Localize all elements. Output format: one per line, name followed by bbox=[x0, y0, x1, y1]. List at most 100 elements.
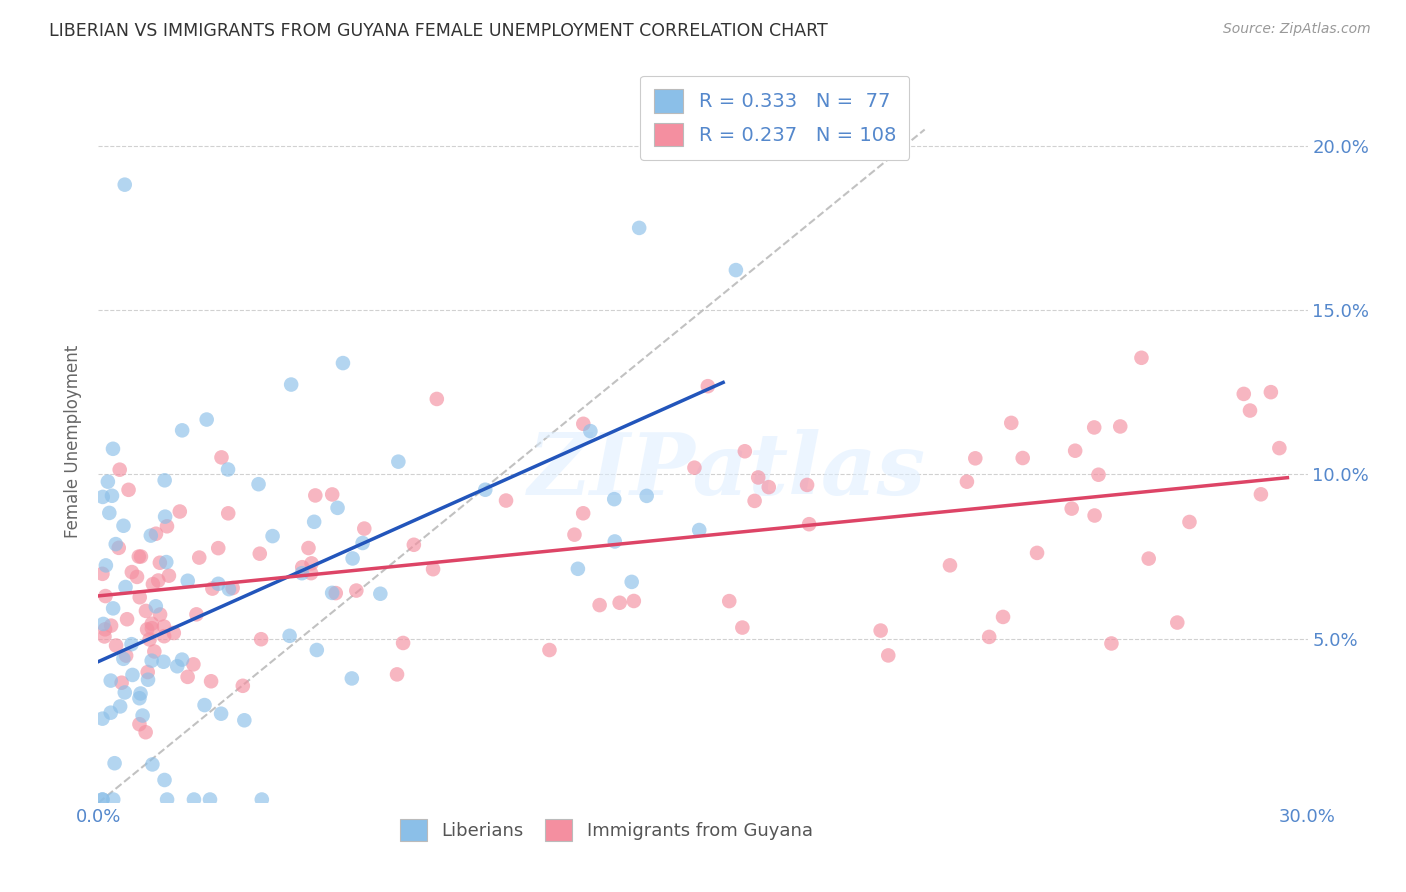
Point bbox=[138, 632, 160, 647]
Point bbox=[94, 623, 117, 637]
Point bbox=[278, 629, 301, 643]
Point bbox=[91, 566, 114, 581]
Point bbox=[869, 624, 891, 638]
Point bbox=[718, 594, 741, 608]
Point bbox=[636, 489, 658, 503]
Point bbox=[620, 574, 643, 589]
Point bbox=[200, 674, 222, 689]
Point bbox=[297, 541, 319, 555]
Point bbox=[141, 757, 163, 772]
Point bbox=[495, 493, 517, 508]
Point bbox=[107, 541, 129, 555]
Point bbox=[991, 610, 1014, 624]
Point bbox=[628, 220, 651, 235]
Point bbox=[340, 672, 363, 686]
Point bbox=[1178, 515, 1201, 529]
Point bbox=[94, 558, 117, 573]
Point bbox=[426, 392, 449, 406]
Point bbox=[572, 417, 595, 431]
Point bbox=[155, 555, 177, 569]
Point bbox=[209, 706, 232, 721]
Point bbox=[250, 632, 273, 647]
Point bbox=[141, 621, 163, 635]
Point bbox=[301, 557, 323, 571]
Point bbox=[280, 377, 302, 392]
Point bbox=[387, 455, 409, 469]
Point bbox=[153, 473, 176, 487]
Point bbox=[188, 550, 211, 565]
Point bbox=[121, 565, 143, 579]
Point bbox=[145, 526, 167, 541]
Point bbox=[143, 644, 166, 658]
Point bbox=[183, 657, 205, 672]
Point bbox=[201, 582, 224, 596]
Point bbox=[195, 412, 218, 426]
Point bbox=[588, 598, 610, 612]
Point bbox=[153, 509, 176, 524]
Point bbox=[1268, 441, 1291, 455]
Point bbox=[94, 589, 117, 603]
Point bbox=[128, 691, 150, 706]
Point bbox=[221, 581, 243, 595]
Point bbox=[141, 654, 163, 668]
Point bbox=[100, 618, 122, 632]
Point bbox=[1250, 487, 1272, 501]
Point bbox=[217, 462, 239, 476]
Point bbox=[747, 470, 769, 484]
Point bbox=[422, 562, 444, 576]
Point bbox=[103, 792, 125, 806]
Point bbox=[128, 717, 150, 731]
Point bbox=[91, 792, 114, 806]
Point bbox=[149, 607, 172, 622]
Point bbox=[91, 792, 114, 806]
Point bbox=[1260, 385, 1282, 400]
Point bbox=[325, 586, 347, 600]
Point bbox=[129, 549, 152, 564]
Point bbox=[1239, 403, 1261, 417]
Point bbox=[352, 536, 374, 550]
Point bbox=[1011, 450, 1033, 465]
Point bbox=[392, 636, 415, 650]
Point bbox=[177, 574, 200, 588]
Point bbox=[156, 792, 179, 806]
Point bbox=[169, 504, 191, 518]
Point bbox=[136, 665, 159, 679]
Point bbox=[696, 379, 718, 393]
Point bbox=[758, 480, 780, 494]
Point bbox=[157, 568, 180, 582]
Point bbox=[1166, 615, 1188, 630]
Point bbox=[603, 492, 626, 507]
Point bbox=[135, 725, 157, 739]
Text: ZIPatlas: ZIPatlas bbox=[529, 429, 927, 512]
Point bbox=[291, 566, 314, 581]
Point bbox=[93, 629, 115, 643]
Point bbox=[142, 577, 165, 591]
Text: Source: ZipAtlas.com: Source: ZipAtlas.com bbox=[1223, 22, 1371, 37]
Point bbox=[731, 621, 754, 635]
Point bbox=[101, 442, 124, 456]
Point bbox=[193, 698, 215, 712]
Point bbox=[97, 475, 120, 489]
Point bbox=[152, 655, 174, 669]
Point bbox=[262, 529, 284, 543]
Point bbox=[370, 587, 392, 601]
Point bbox=[1087, 467, 1109, 482]
Point bbox=[385, 667, 408, 681]
Point bbox=[121, 668, 143, 682]
Point bbox=[291, 560, 314, 574]
Point bbox=[603, 534, 626, 549]
Point bbox=[131, 708, 153, 723]
Point bbox=[100, 673, 122, 688]
Legend: Liberians, Immigrants from Guyana: Liberians, Immigrants from Guyana bbox=[392, 812, 820, 848]
Point bbox=[91, 490, 114, 504]
Point bbox=[141, 616, 163, 631]
Point bbox=[956, 475, 979, 489]
Point bbox=[965, 451, 987, 466]
Point bbox=[114, 178, 136, 192]
Point bbox=[344, 583, 367, 598]
Point bbox=[321, 586, 343, 600]
Point bbox=[247, 477, 270, 491]
Point bbox=[153, 619, 176, 633]
Point bbox=[402, 538, 425, 552]
Point bbox=[117, 483, 139, 497]
